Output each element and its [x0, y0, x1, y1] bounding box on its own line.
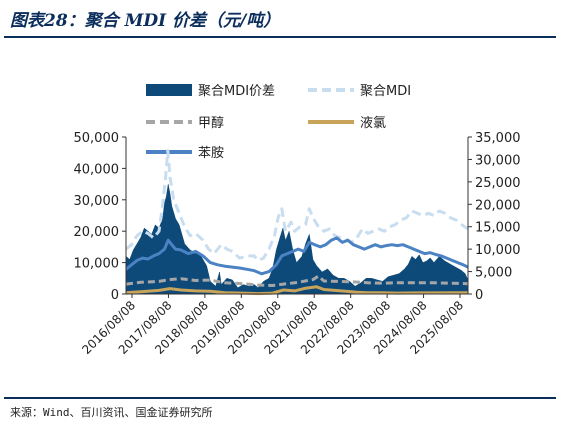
right-tick-label: 20,000: [475, 198, 521, 213]
series-line-chlorine: [125, 285, 468, 296]
title-rule: [4, 36, 556, 38]
left-tick-label: 40,000: [74, 162, 120, 177]
legend-label-4: 苯胺: [198, 146, 224, 161]
legend-label-1: 聚合MDI: [360, 84, 411, 99]
legend-label-0: 聚合MDI价差: [198, 84, 275, 99]
legend-swatch-spread: [146, 84, 192, 96]
legend-label-2: 甲醇: [198, 115, 224, 131]
right-tick-label: 25,000: [475, 176, 521, 191]
series-area-spread: [125, 184, 469, 295]
right-tick-label: 0: [475, 288, 483, 303]
source-note: 来源：Wind、百川资讯、国金证券研究所: [10, 406, 213, 419]
left-tick-label: 0: [111, 288, 119, 303]
right-tick-label: 30,000: [475, 153, 521, 168]
figure-title: 图表28：聚合 MDI 价差（元/吨）: [10, 11, 281, 31]
right-tick-label: 35,000: [475, 131, 521, 146]
left-tick-label: 50,000: [74, 131, 120, 146]
right-tick-label: 10,000: [475, 243, 521, 258]
right-tick-label: 15,000: [475, 221, 521, 236]
series-line-mdi: [125, 149, 469, 262]
left-tick-label: 10,000: [74, 257, 120, 272]
left-tick-label: 30,000: [74, 194, 120, 209]
left-tick-label: 20,000: [74, 225, 120, 240]
series-line-methanol: [125, 274, 469, 287]
right-tick-label: 5,000: [475, 266, 512, 281]
series-line-aniline: [125, 236, 469, 276]
legend-label-3: 液氯: [360, 116, 386, 131]
source-rule: [4, 397, 556, 399]
